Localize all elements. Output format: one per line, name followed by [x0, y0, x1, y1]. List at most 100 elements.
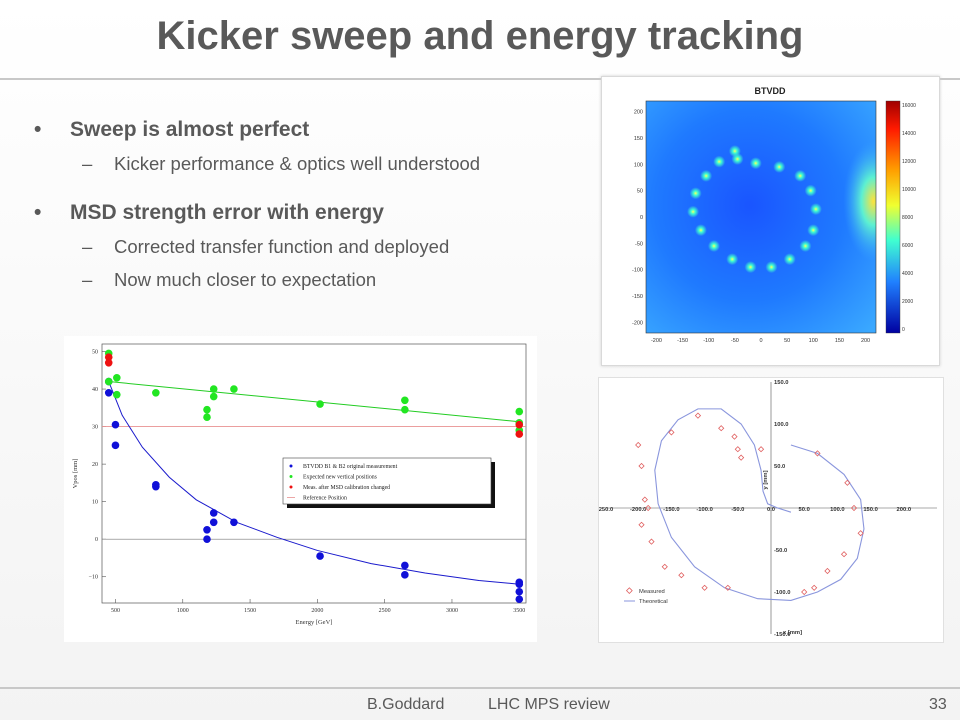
- spiral-x-tick: 0.0: [767, 507, 775, 513]
- measured-point: [648, 538, 655, 545]
- colorbar-tick: 12000: [902, 159, 916, 165]
- beam-spot: [804, 184, 817, 197]
- legend-entry: BTVDD B1 & B2 original measurement: [303, 464, 398, 470]
- colorbar-tick: 16000: [902, 103, 916, 109]
- measured-point: [738, 454, 745, 461]
- beam-spot: [700, 169, 713, 182]
- spiral-x-label: x [mm]: [783, 630, 802, 636]
- energy-data-point: [230, 518, 238, 527]
- spiral-x-tick: -100.0: [696, 507, 712, 513]
- measured-point: [731, 433, 738, 440]
- beam-spot: [687, 205, 700, 218]
- spiral-x-tick: -50.0: [731, 507, 744, 513]
- energy-data-point: [111, 420, 120, 429]
- energy-x-tick: 3000: [446, 608, 458, 614]
- heatmap-x-tick: -150: [677, 338, 688, 344]
- energy-x-tick: 3500: [513, 608, 525, 614]
- measured-point: [641, 496, 648, 503]
- heatmap-x-tick: 50: [784, 338, 790, 344]
- legend-entry: Measured: [639, 589, 665, 595]
- legend-marker: [625, 587, 633, 595]
- energy-data-point: [230, 385, 238, 393]
- measured-point: [840, 551, 848, 558]
- heatmap-y-tick: 0: [640, 215, 643, 221]
- energy-data-point: [209, 509, 218, 517]
- measured-point: [757, 446, 765, 453]
- measured-point: [857, 530, 864, 537]
- spiral-y-tick: -100.0: [774, 590, 790, 596]
- heatmap-y-tick: 100: [634, 162, 643, 168]
- energy-data-point: [203, 526, 211, 534]
- energy-chart-panel: 500 1000 1500 2000 2500 3000 3500 50 40 30 20 10 0 −1…: [64, 336, 537, 642]
- energy-data-point: [203, 405, 211, 414]
- colorbar-tick: 4000: [902, 271, 913, 277]
- measured-point: [850, 504, 858, 512]
- heatmap-frame: [645, 100, 877, 334]
- energy-data-point: [152, 388, 160, 397]
- energy-y-tick: 40: [92, 387, 98, 393]
- energy-x-tick: 1500: [244, 608, 256, 614]
- bullet-2: MSD strength error with energy: [34, 201, 594, 225]
- energy-data-point: [104, 377, 113, 386]
- energy-y-tick: 0: [95, 537, 98, 543]
- measured-point: [661, 563, 668, 570]
- heatmap-y-tick: 50: [637, 189, 643, 195]
- sub-bullet-2-2: – Now much closer to expectation: [82, 269, 377, 290]
- energy-data-point: [104, 388, 113, 397]
- spiral-y-tick: -150.0: [774, 632, 790, 638]
- heatmap-y-tick: 200: [634, 110, 643, 116]
- beam-spot: [749, 157, 762, 170]
- spiral-x-tick: -200.0: [630, 507, 646, 513]
- beam-spot: [707, 240, 720, 252]
- colorbar: [885, 100, 901, 334]
- beam-spot: [799, 240, 812, 252]
- legend-entry: Theoretical: [639, 599, 668, 605]
- heatmap-field: [646, 101, 876, 333]
- beam-spot: [765, 261, 778, 274]
- energy-x-tick: 2000: [311, 608, 323, 614]
- measured-point: [801, 588, 808, 596]
- energy-data-point: [113, 390, 121, 399]
- energy-x-label: Energy [GeV]: [296, 619, 333, 626]
- spiral-y-tick: 150.0: [774, 380, 789, 386]
- energy-data-point: [316, 400, 324, 408]
- energy-x-tick: 1000: [177, 608, 189, 614]
- heatmap-y-tick: -50: [635, 241, 643, 247]
- beam-spot: [773, 160, 786, 173]
- measured-point: [814, 450, 821, 457]
- energy-data-point: [515, 430, 524, 438]
- energy-data-point: [203, 535, 211, 543]
- energy-y-label: Vpos [mm]: [72, 459, 79, 489]
- energy-data-point: [104, 353, 113, 361]
- heatmap-x-tick: 150: [835, 338, 844, 344]
- legend-marker: [289, 485, 293, 489]
- spiral-y-tick: 100.0: [774, 422, 789, 428]
- legend-marker: [289, 475, 293, 478]
- beam-spot: [694, 224, 707, 237]
- fit-curve-blue: [108, 381, 520, 585]
- spiral-plot: -250.0 -200.0 -150.0 -100.0 -50.0 0.0 50.0 100.…: [597, 380, 937, 638]
- measured-point: [668, 429, 675, 436]
- energy-y-tick: 50: [92, 350, 98, 356]
- spiral-x-tick: 150.0: [863, 507, 878, 513]
- energy-data-point: [203, 413, 211, 421]
- measured-point: [701, 584, 708, 591]
- colorbar-tick: 0: [902, 327, 905, 333]
- heatmap-x-tick: 100: [809, 338, 818, 344]
- spiral-y-label: y [mm]: [763, 470, 769, 489]
- energy-data-point: [209, 385, 218, 393]
- legend-marker: [289, 464, 293, 468]
- footer-divider: [0, 687, 960, 689]
- energy-y-tick: 20: [92, 462, 98, 468]
- page-number: 33: [929, 696, 947, 713]
- colorbar-tick: 14000: [902, 131, 916, 137]
- legend-entry: Reference Position: [303, 495, 347, 502]
- energy-y-tick: 30: [92, 425, 98, 431]
- slide-title: Kicker sweep and energy tracking: [156, 14, 804, 58]
- measured-point: [811, 584, 818, 591]
- colorbar-tick: 6000: [902, 243, 913, 249]
- title-divider: [0, 78, 960, 80]
- energy-data-point: [515, 580, 524, 589]
- heatmap-hot-edge: [843, 141, 876, 262]
- beam-spot: [713, 155, 726, 168]
